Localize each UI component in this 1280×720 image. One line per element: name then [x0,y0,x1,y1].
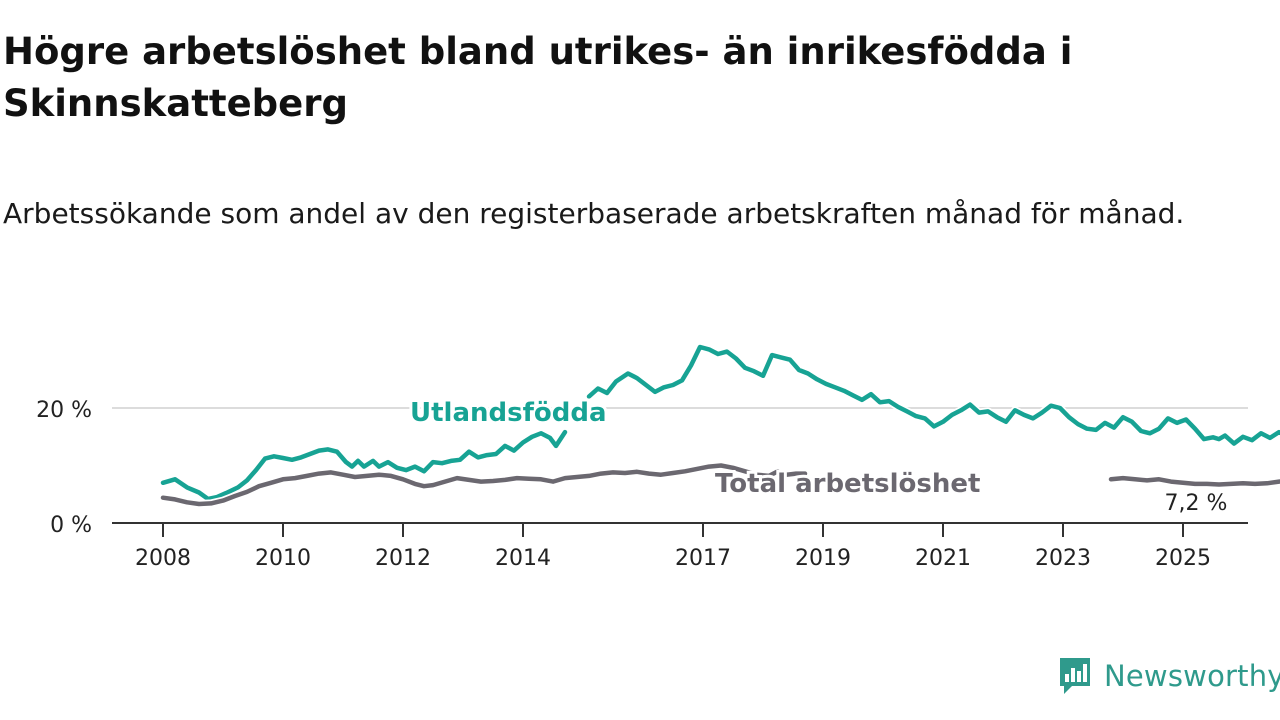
brand-logo: Newsworthy [1058,654,1280,698]
newsworthy-logo-icon [1060,658,1090,694]
series-labels: Utlandsfödda Total arbetslöshet 7,2 % [407,395,1230,519]
x-tick-label: 2019 [795,546,851,571]
x-tick-label: 2012 [375,546,431,571]
chart-title: Högre arbetslöshet bland utrikes- än inr… [3,30,1073,125]
x-tick-label: 2010 [255,546,311,571]
x-tick-label: 2014 [495,546,551,571]
y-tick-label: 0 % [50,513,92,538]
x-tick-label: 2017 [675,546,731,571]
axes: 0 % 20 % 2008 2010 2012 2014 2017 2019 2021 2023 2… [36,398,1248,571]
x-tick-label: 2008 [135,546,191,571]
x-tick-label: 2025 [1155,546,1211,571]
chart-subtitle: Arbetssökande som andel av den registerb… [3,197,1185,230]
series-line-total [1108,475,1280,487]
end-value-label: 7,2 % [1165,491,1228,516]
y-tick-label: 20 % [36,398,92,423]
series-lines [159,343,1280,508]
series-line-utlandsfodda [160,429,568,502]
series-label-utlandsfodda: Utlandsfödda [410,398,607,428]
x-tick-label: 2021 [915,546,971,571]
series-line-total [160,463,808,507]
series-line-utlandsfodda [586,344,1280,446]
x-tick-label: 2023 [1035,546,1091,571]
series-label-total: Total arbetslöshet [715,469,980,499]
brand-name: Newsworthy [1104,659,1280,693]
